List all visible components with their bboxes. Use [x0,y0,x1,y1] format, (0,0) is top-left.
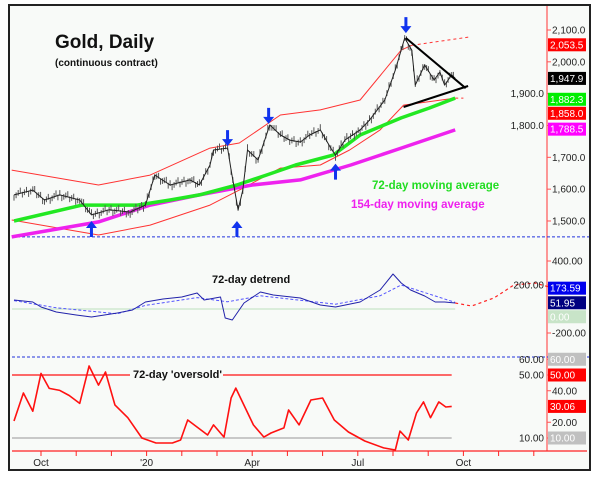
oversold-value-label: 50.00 [550,371,575,382]
price-tick-label: 1,800.0 [511,121,545,132]
detrend-value-box [548,281,586,295]
price-tick-label: 1,500.0 [552,216,586,227]
triangle-lower-line [403,85,469,108]
detrend-value-label: 0.00 [550,312,570,323]
arrow-down-icon [400,17,412,34]
x-tick-label: Oct [456,458,472,469]
detrend-value-label: 173.59 [550,284,581,295]
price-line [13,37,456,216]
oversold-value-box [548,431,586,445]
price-tick-label: 2,000.0 [552,57,586,68]
ma154-label: 154-day moving average [351,199,485,211]
arrow-down-icon [222,130,234,147]
price-tick-label: 1,900.0 [511,89,545,100]
oversold-title-bg [130,367,223,381]
detrend-average-line [13,284,456,315]
detrend-tick-label: 200.00 [513,281,544,292]
chart-frame [8,4,591,471]
triangle-upper-line [405,37,467,89]
arrow-up-icon [330,163,342,180]
price-value-label: 1,788.5 [550,125,584,136]
price-value-box [548,92,586,106]
arrow-down-icon [263,107,275,124]
upper-band-projection [411,36,470,46]
detrend-tick-label: -200.00 [552,329,586,340]
ma72-line [13,96,456,223]
upper-band [11,44,413,186]
price-value-box [548,71,586,85]
chart-title: Gold, Daily [55,32,155,53]
price-value-box [548,122,586,136]
price-value-label: 1,882.3 [550,95,584,106]
price-tick-label: 1,700.0 [552,153,586,164]
oversold-tick-label: 20.00 [552,418,577,429]
oversold-line [13,365,452,451]
chart-subtitle: (continuous contract) [55,58,158,69]
ma72-label: 72-day moving average [372,180,499,192]
price-value-box [548,38,586,52]
x-tick-label: Apr [244,458,260,469]
oversold-tick-label: 50.00 [519,371,544,382]
detrend-line [13,273,456,321]
oversold-value-label: 30.06 [550,402,575,413]
detrend-tick-label: 400.00 [552,257,583,268]
price-tick-label: 2,100.0 [552,26,586,37]
oversold-tick-label: 40.00 [552,386,577,397]
oversold-value-label: 10.00 [550,434,575,445]
price-value-label: 2,053.5 [550,40,584,51]
arrow-up-icon [85,220,97,237]
price-value-label: 1,947.9 [550,74,584,85]
oversold-value-box [548,399,586,413]
price-tick-label: 1,600.0 [552,185,586,196]
price-value-label: 1,858.0 [550,109,584,120]
arrow-up-icon [231,220,243,237]
oversold-title: 72-day 'oversold' [133,369,222,381]
ma154-line [11,128,456,239]
oversold-value-box [548,368,586,382]
price-value-box [548,106,586,120]
detrend-projection-line [455,282,550,307]
oversold-tick-label: 60.00 [519,355,544,366]
detrend-value-label: 51.95 [550,298,575,309]
oversold-tick-label: 10.00 [519,434,544,445]
detrend-title: 72-day detrend [212,274,290,286]
detrend-value-box [548,296,586,310]
oversold-value-box [548,352,586,366]
detrend-value-box [548,310,586,324]
x-tick-label: Oct [33,458,49,469]
oversold-value-label: 60.00 [550,355,575,366]
x-tick-label: '20 [140,458,153,469]
x-tick-label: Jul [351,458,364,469]
